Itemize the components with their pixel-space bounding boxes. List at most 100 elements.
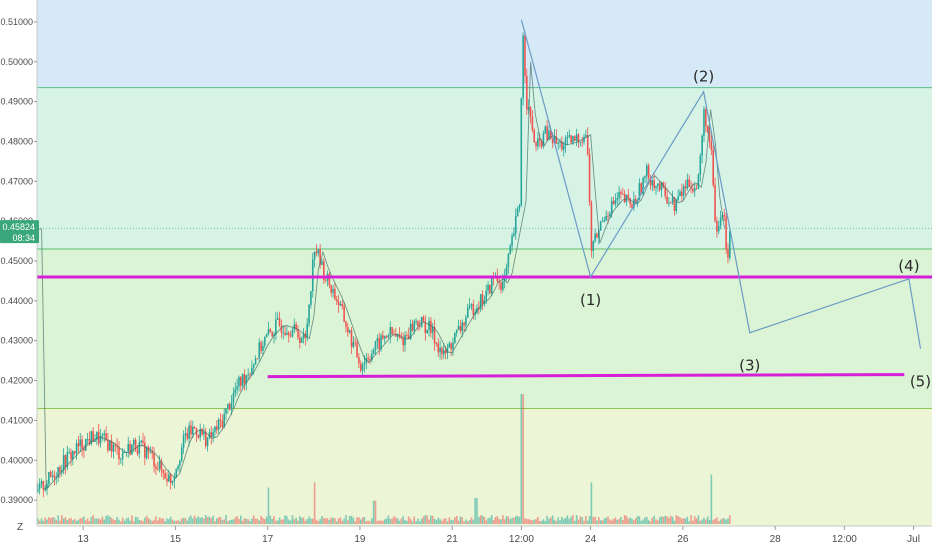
volume-bar [574,520,576,524]
candle-body [431,327,434,333]
candle-body [114,444,117,446]
volume-bar [195,518,198,524]
volume-bar [383,519,386,524]
time-tick-label: 12:00 [832,534,857,545]
moving-average-line [37,61,725,491]
candle-body [719,217,722,226]
time-tick-label: 19 [354,534,366,545]
volume-bar [382,520,384,524]
candle-body [118,447,120,460]
candle-body [679,191,681,197]
candle-body [729,231,731,258]
volume-bar [155,516,157,524]
volume-bar [551,515,554,524]
volume-bar [585,516,587,524]
candle-body [380,335,382,349]
volume-bar [107,515,109,524]
candle-body [614,199,617,204]
volume-bar [431,515,434,524]
volume-bar [668,517,670,524]
volume-bar [289,520,292,524]
volume-bar [658,517,661,524]
time-tick-label: 17 [262,534,274,545]
volume-bar [509,519,512,524]
candle-body [334,288,336,300]
volume-bar [570,516,572,524]
elliott-wave-line[interactable] [520,19,922,349]
candle-body [182,435,185,448]
countdown-label: 08:34 [12,233,35,243]
candle-body [238,376,240,387]
candle-body [168,474,170,482]
volume-bar [245,518,248,524]
volume-bar [559,520,561,524]
volume-bar [278,517,281,524]
volume-bar [588,516,591,524]
volume-bar [527,519,530,524]
time-axis[interactable]: 13 15 17 19 21 12:00 24 26 28 12:00 Jul Z [0,522,932,550]
volume-bar [216,518,218,524]
volume-bar [341,520,344,524]
volume-bar [575,515,578,524]
volume-bar [634,518,637,524]
volume-bar [490,515,493,524]
volume-bar [354,521,357,524]
wave-labels: (1) (2) (3) (4) (5) [580,68,931,391]
fib-zones [37,0,932,526]
volume-bar [116,516,118,524]
volume-bar [498,518,500,524]
volume-bar [496,516,499,524]
volume-bar [70,517,72,524]
volume-bar [258,520,261,524]
volume-bar [502,515,504,524]
volume-bar [679,517,681,524]
volume-bar [313,482,316,524]
volume-bar [621,519,624,524]
volume-bar [212,515,214,524]
volume-bar [562,519,565,524]
wave-label: (1) [580,291,601,309]
candle-body [193,426,196,429]
volume-bar [345,515,347,524]
volume-bar [555,520,558,524]
fib-zone [37,0,932,88]
candle-body [430,320,432,333]
volume-bar [444,518,447,524]
candle-body [697,174,700,189]
price-tick-label: 0.40000 [0,455,33,465]
price-tick-label: 0.44000 [0,296,33,306]
candle-body [669,202,672,204]
volume-bar [579,516,582,524]
candle-body [710,141,713,150]
candle-body [666,196,668,204]
candle-body [481,294,484,305]
volume-bar [77,519,80,524]
support-line[interactable] [267,373,905,379]
volume-bar [550,517,552,524]
price-axis[interactable]: 0.39000 0.40000 0.41000 0.42000 0.43000 0.440… [0,0,38,526]
candle-body [570,135,572,143]
wave-path[interactable] [520,19,922,349]
candle-body [400,337,403,339]
candle-body [572,136,574,143]
candle-body [378,338,380,349]
volume-bar [180,518,183,524]
candle-body [717,225,720,232]
volume-bar [334,518,336,524]
volume-bar [142,520,144,524]
candle-body [444,350,447,354]
volume-bar [714,518,716,524]
candle-body [596,233,598,238]
volume-bar [214,521,216,524]
volume-bar [55,520,58,524]
candle-body [612,200,615,204]
volume-bar [642,519,644,524]
candle-body [559,141,561,143]
volume-bar [363,516,366,524]
candle-body [581,141,583,143]
horizontal-lines[interactable] [37,275,932,379]
volume-bar [184,517,187,524]
candle-body [110,440,113,452]
volume-bar [601,520,604,524]
